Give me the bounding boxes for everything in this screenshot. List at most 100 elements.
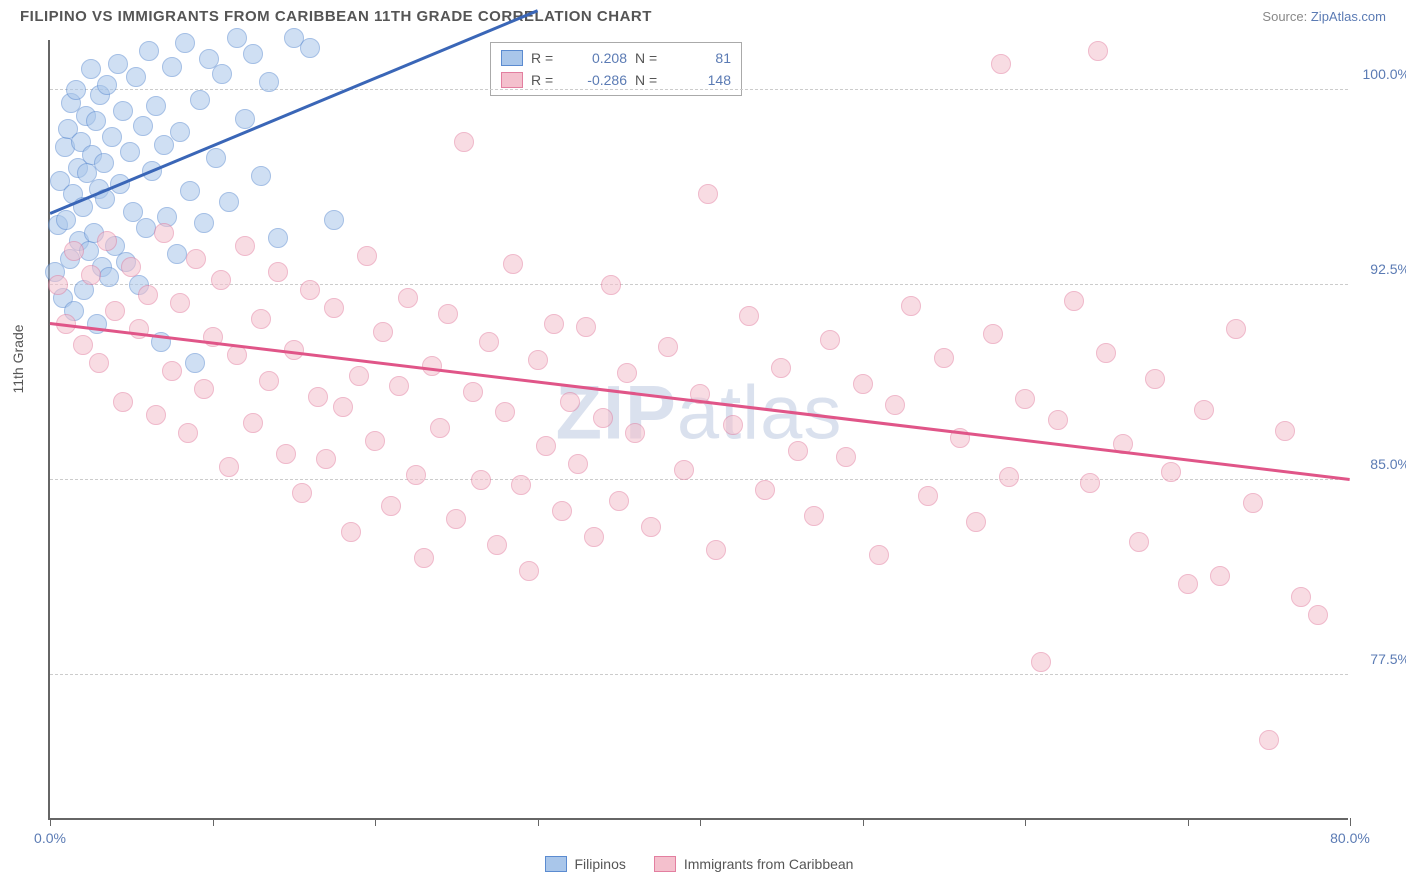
data-point [180,181,200,201]
r-label: R = [531,50,559,66]
data-point [674,460,694,480]
data-point [999,467,1019,487]
x-tick [538,818,539,826]
source-label: Source: [1262,9,1307,24]
x-tick [1350,818,1351,826]
data-point [389,376,409,396]
x-tick [213,818,214,826]
data-point [771,358,791,378]
data-point [251,309,271,329]
data-point [324,298,344,318]
data-point [146,96,166,116]
series-legend: Filipinos Immigrants from Caribbean [50,856,1348,872]
data-point [406,465,426,485]
data-point [105,301,125,321]
data-point [1178,574,1198,594]
data-point [81,265,101,285]
data-point [64,241,84,261]
data-point [552,501,572,521]
data-point [641,517,661,537]
data-point [487,535,507,555]
data-point [1308,605,1328,625]
data-point [1096,343,1116,363]
chart-title: FILIPINO VS IMMIGRANTS FROM CARIBBEAN 11… [20,8,652,25]
data-point [316,449,336,469]
legend-label-caribbean: Immigrants from Caribbean [684,856,854,872]
y-tick-label: 100.0% [1354,66,1406,82]
data-point [333,397,353,417]
data-point [167,244,187,264]
data-point [227,345,247,365]
data-point [108,54,128,74]
data-point [178,423,198,443]
data-point [706,540,726,560]
data-point [300,280,320,300]
x-tick [50,818,51,826]
data-point [206,148,226,168]
data-point [268,262,288,282]
x-tick [1025,818,1026,826]
swatch-caribbean [654,856,676,872]
data-point [97,231,117,251]
data-point [568,454,588,474]
data-point [365,431,385,451]
data-point [804,506,824,526]
r-label: R = [531,72,559,88]
data-point [885,395,905,415]
data-point [560,392,580,412]
data-point [1226,319,1246,339]
data-point [869,545,889,565]
stats-row-caribbean: R = -0.286 N = 148 [501,69,731,91]
data-point [1048,410,1068,430]
data-point [357,246,377,266]
data-point [544,314,564,334]
data-point [836,447,856,467]
data-point [113,392,133,412]
data-point [194,213,214,233]
data-point [81,59,101,79]
data-point [243,44,263,64]
y-tick-label: 85.0% [1354,456,1406,472]
data-point [219,457,239,477]
data-point [853,374,873,394]
data-point [120,142,140,162]
source-link[interactable]: ZipAtlas.com [1311,9,1386,24]
data-point [129,319,149,339]
gridline [50,674,1348,675]
trend-line [50,322,1350,480]
n-value-filipinos: 81 [671,50,731,66]
gridline [50,89,1348,90]
data-point [235,236,255,256]
legend-item-filipinos: Filipinos [545,856,626,872]
data-point [136,218,156,238]
data-point [788,441,808,461]
legend-label-filipinos: Filipinos [575,856,626,872]
data-point [170,293,190,313]
data-point [86,111,106,131]
data-point [259,72,279,92]
data-point [373,322,393,342]
data-point [243,413,263,433]
data-point [300,38,320,58]
y-axis-label: 11th Grade [10,324,26,393]
y-tick-label: 77.5% [1354,651,1406,667]
gridline [50,284,1348,285]
data-point [341,522,361,542]
data-point [1194,400,1214,420]
data-point [381,496,401,516]
data-point [723,415,743,435]
data-point [113,101,133,121]
data-point [820,330,840,350]
x-tick [1188,818,1189,826]
data-point [276,444,296,464]
data-point [755,480,775,500]
n-value-caribbean: 148 [671,72,731,88]
data-point [1129,532,1149,552]
data-point [292,483,312,503]
x-tick-label: 80.0% [1330,830,1370,846]
stats-legend: R = 0.208 N = 81 R = -0.286 N = 148 [490,42,742,96]
legend-item-caribbean: Immigrants from Caribbean [654,856,854,872]
data-point [991,54,1011,74]
data-point [1031,652,1051,672]
swatch-filipinos [545,856,567,872]
